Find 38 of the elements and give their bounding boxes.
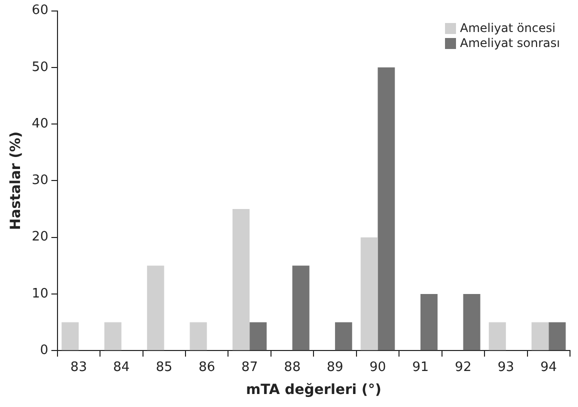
x-tick-label: 87	[241, 360, 258, 375]
x-tick-label: 86	[198, 360, 216, 375]
x-tick-label: 84	[113, 360, 130, 375]
bar	[488, 322, 506, 350]
bar	[532, 322, 549, 350]
y-axis-title: Hastalar (%)	[8, 131, 24, 230]
bar	[250, 322, 267, 350]
y-tick-label: 0	[40, 342, 48, 358]
x-tick-label: 83	[70, 360, 87, 375]
y-tick-label: 10	[32, 286, 48, 302]
bar	[420, 294, 438, 350]
bar	[335, 322, 352, 350]
y-tick-label: 40	[32, 116, 48, 132]
bar	[104, 322, 122, 350]
bar	[463, 294, 480, 350]
x-tick-label: 91	[412, 360, 429, 375]
bar	[378, 67, 395, 350]
x-tick-label: 92	[454, 360, 472, 375]
bar	[292, 266, 310, 350]
x-axis-title: mTA değerleri (°)	[246, 382, 382, 398]
y-tick-label: 50	[32, 60, 48, 75]
x-tick-label: 94	[540, 360, 557, 375]
legend-label: Ameliyat öncesi	[460, 21, 556, 35]
bar	[232, 209, 250, 350]
x-tick-label: 90	[369, 360, 386, 375]
bar	[190, 322, 207, 350]
bar	[62, 322, 79, 350]
bar	[548, 322, 566, 350]
bar	[360, 237, 378, 350]
x-tick-label: 88	[284, 360, 301, 375]
y-tick-label: 20	[32, 230, 48, 245]
y-tick-label: 60	[32, 3, 48, 18]
x-tick-label: 85	[156, 360, 172, 375]
x-tick-label: 89	[326, 360, 344, 375]
bar	[147, 266, 164, 350]
x-tick-label: 93	[498, 360, 514, 375]
legend-label: Ameliyat sonrası	[460, 36, 560, 50]
y-tick-label: 30	[32, 173, 48, 188]
